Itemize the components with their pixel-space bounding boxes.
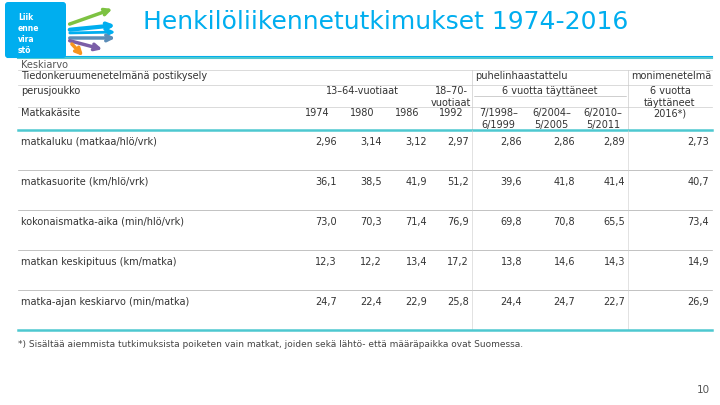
Text: 41,4: 41,4 [603, 177, 625, 187]
Text: 14,9: 14,9 [688, 257, 709, 267]
Text: 2,89: 2,89 [603, 137, 625, 147]
Text: 2,86: 2,86 [554, 137, 575, 147]
Text: 38,5: 38,5 [361, 177, 382, 187]
Text: 73,0: 73,0 [315, 217, 337, 227]
Text: matka-ajan keskiarvo (min/matka): matka-ajan keskiarvo (min/matka) [21, 297, 189, 307]
Text: monimenetelmä: monimenetelmä [631, 71, 711, 81]
Text: 2,86: 2,86 [500, 137, 522, 147]
Text: 24,7: 24,7 [553, 297, 575, 307]
Text: 12,3: 12,3 [315, 257, 337, 267]
Text: 6 vuotta
täyttäneet: 6 vuotta täyttäneet [644, 86, 696, 108]
Text: 1992: 1992 [438, 108, 463, 118]
Text: 39,6: 39,6 [500, 177, 522, 187]
Text: 69,8: 69,8 [500, 217, 522, 227]
Text: 22,9: 22,9 [405, 297, 427, 307]
Text: 24,4: 24,4 [500, 297, 522, 307]
Text: matkan keskipituus (km/matka): matkan keskipituus (km/matka) [21, 257, 176, 267]
Text: 13,4: 13,4 [405, 257, 427, 267]
FancyBboxPatch shape [5, 2, 66, 58]
Text: 12,2: 12,2 [360, 257, 382, 267]
Text: 6 vuotta täyttäneet: 6 vuotta täyttäneet [503, 86, 598, 96]
Text: Liik
enne
vira
stö: Liik enne vira stö [18, 13, 40, 55]
Text: 1974: 1974 [305, 108, 330, 118]
Text: matkaluku (matkaa/hlö/vrk): matkaluku (matkaa/hlö/vrk) [21, 137, 157, 147]
Text: 13,8: 13,8 [500, 257, 522, 267]
Text: 2016*): 2016*) [654, 108, 687, 118]
Text: 3,14: 3,14 [361, 137, 382, 147]
Text: Matkakäsite: Matkakäsite [21, 108, 80, 118]
Text: 10: 10 [697, 385, 710, 395]
Text: 41,9: 41,9 [405, 177, 427, 187]
Text: perusjoukko: perusjoukko [21, 86, 80, 96]
Text: 71,4: 71,4 [405, 217, 427, 227]
Text: 41,8: 41,8 [554, 177, 575, 187]
Text: kokonaismatka-aika (min/hlö/vrk): kokonaismatka-aika (min/hlö/vrk) [21, 217, 184, 227]
Text: *) Sisältää aiemmista tutkimuksista poiketen vain matkat, joiden sekä lähtö- ett: *) Sisältää aiemmista tutkimuksista poik… [18, 340, 523, 349]
Text: 1986: 1986 [395, 108, 420, 118]
Text: 2,97: 2,97 [447, 137, 469, 147]
Text: 70,8: 70,8 [554, 217, 575, 227]
Text: matkasuorite (km/hlö/vrk): matkasuorite (km/hlö/vrk) [21, 177, 148, 187]
Text: 2,73: 2,73 [688, 137, 709, 147]
Text: 40,7: 40,7 [688, 177, 709, 187]
Text: Tiedonkeruumenetelmänä postikysely: Tiedonkeruumenetelmänä postikysely [21, 71, 207, 81]
Text: 65,5: 65,5 [603, 217, 625, 227]
Text: 73,4: 73,4 [688, 217, 709, 227]
Text: 6/2010–
5/2011: 6/2010– 5/2011 [584, 108, 622, 130]
Text: Keskiarvo: Keskiarvo [21, 60, 68, 70]
Text: 18–70-
vuotiaat: 18–70- vuotiaat [431, 86, 471, 108]
Text: 26,9: 26,9 [688, 297, 709, 307]
Text: 76,9: 76,9 [447, 217, 469, 227]
Text: puhelinhaastattelu: puhelinhaastattelu [475, 71, 567, 81]
Text: 51,2: 51,2 [447, 177, 469, 187]
Text: 7/1998–
6/1999: 7/1998– 6/1999 [479, 108, 518, 130]
Text: 25,8: 25,8 [447, 297, 469, 307]
Text: 70,3: 70,3 [361, 217, 382, 227]
Text: 14,6: 14,6 [554, 257, 575, 267]
Text: Henkilöliikennetutkimukset 1974-2016: Henkilöliikennetutkimukset 1974-2016 [143, 10, 629, 34]
Text: 22,4: 22,4 [360, 297, 382, 307]
Text: 2,96: 2,96 [315, 137, 337, 147]
Text: 6/2004–
5/2005: 6/2004– 5/2005 [532, 108, 571, 130]
Text: 17,2: 17,2 [447, 257, 469, 267]
Text: 14,3: 14,3 [603, 257, 625, 267]
Text: 3,12: 3,12 [405, 137, 427, 147]
Text: 13–64-vuotiaat: 13–64-vuotiaat [326, 86, 399, 96]
Text: 24,7: 24,7 [315, 297, 337, 307]
Text: 36,1: 36,1 [315, 177, 337, 187]
Text: 1980: 1980 [350, 108, 374, 118]
Text: 22,7: 22,7 [603, 297, 625, 307]
